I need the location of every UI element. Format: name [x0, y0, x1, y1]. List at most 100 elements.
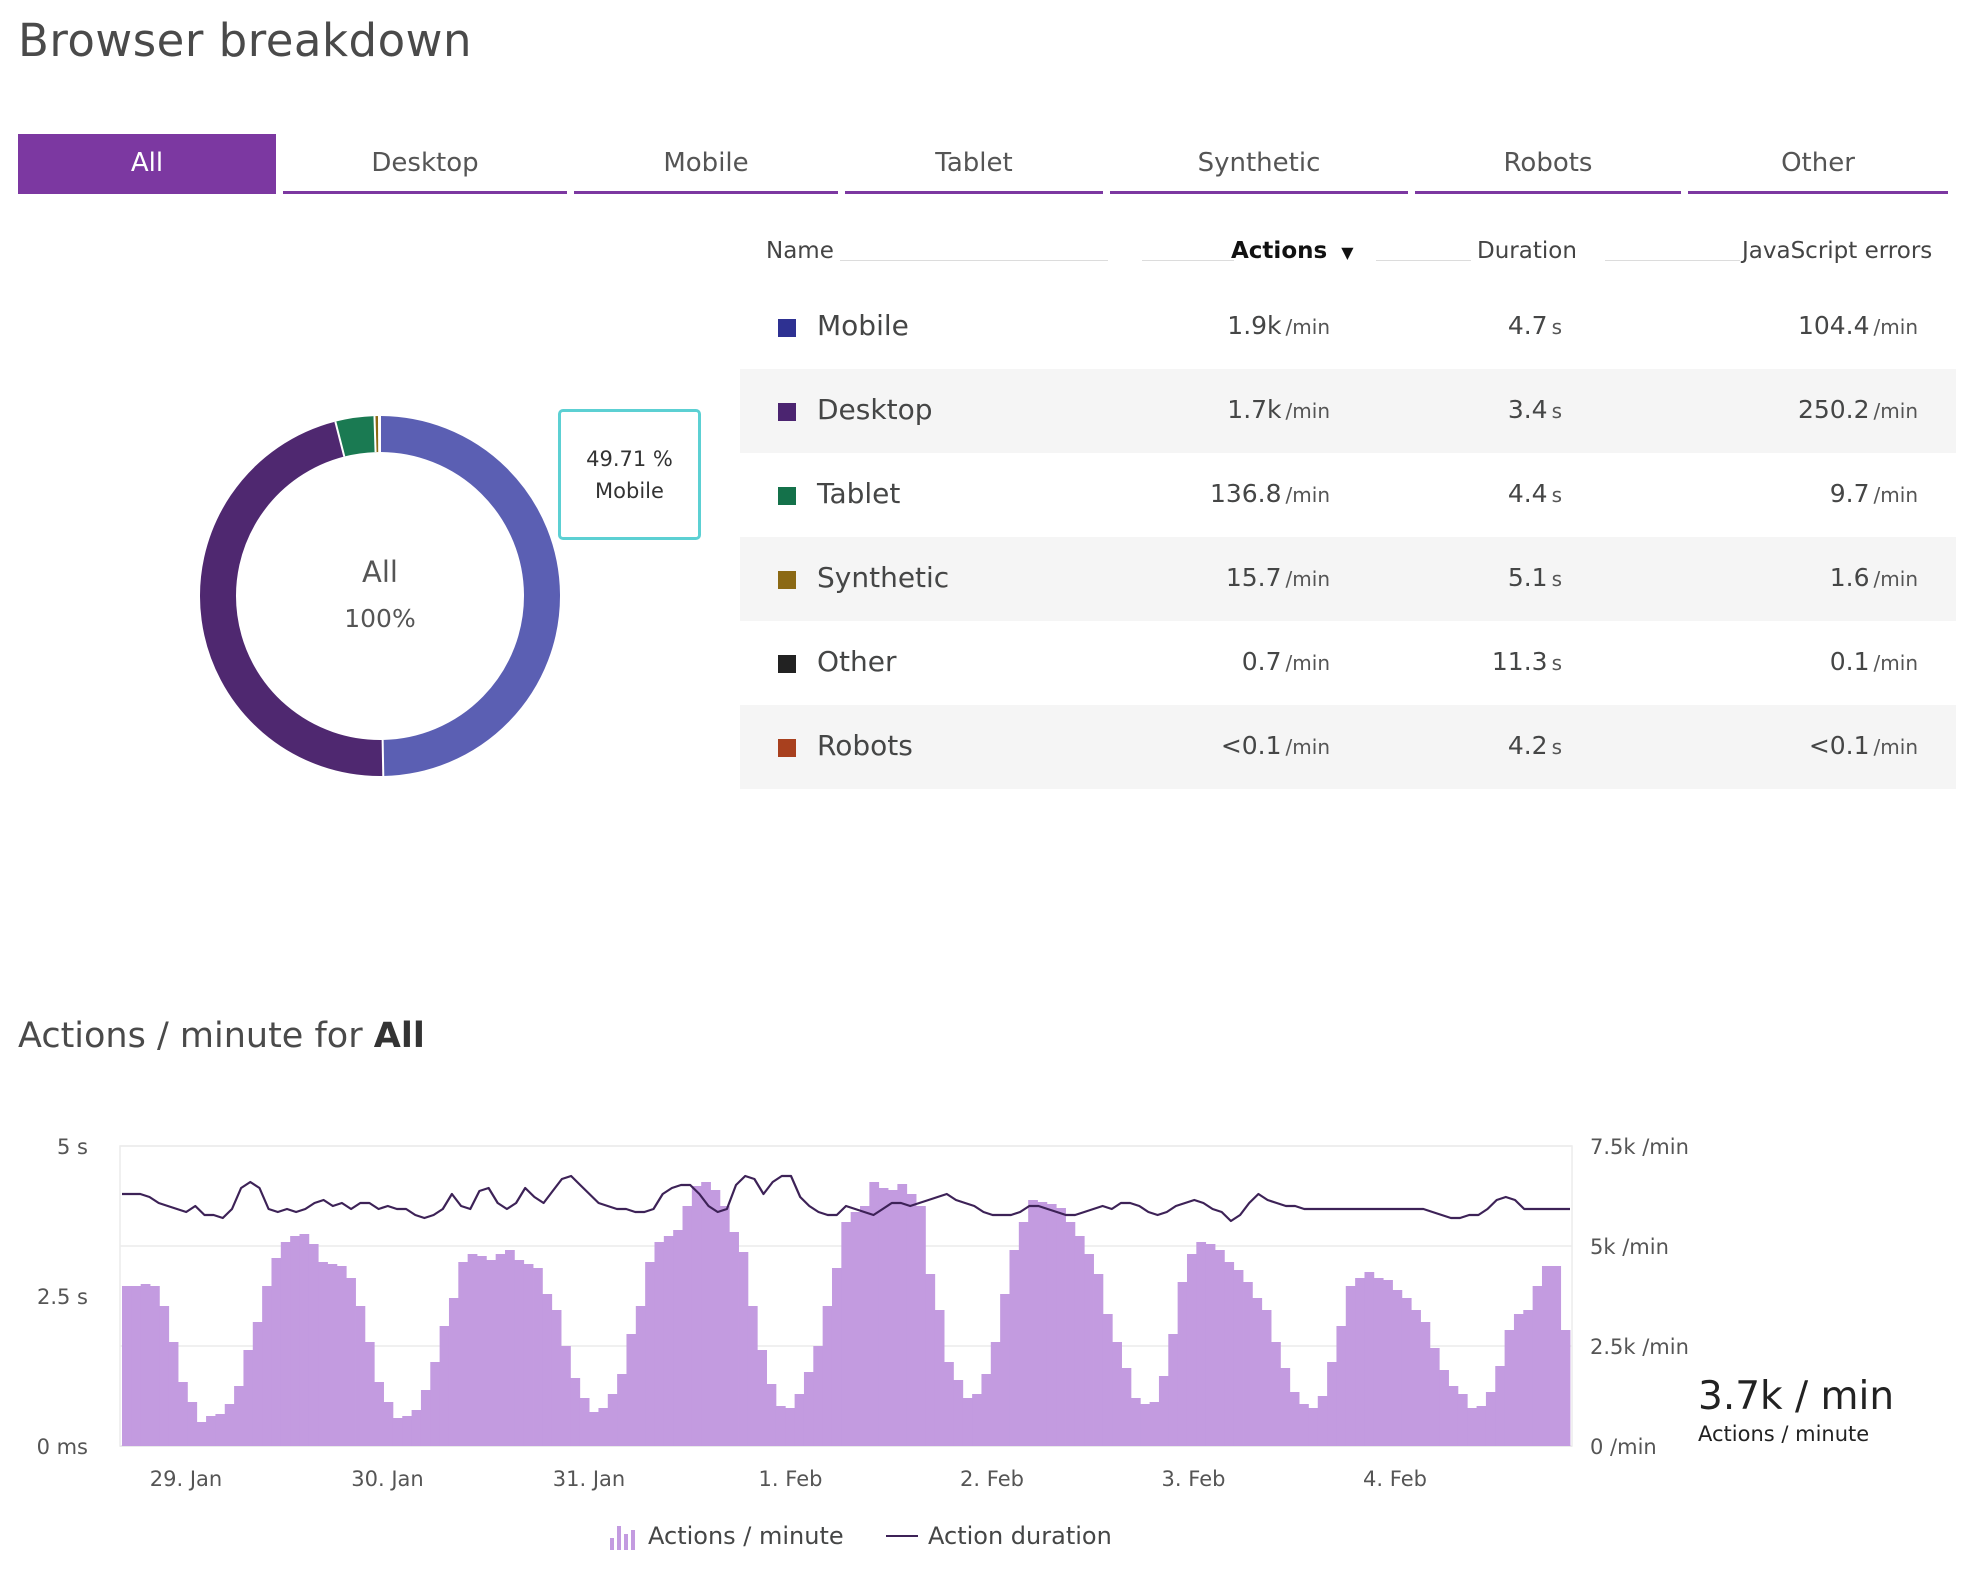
- chart-bar[interactable]: [990, 1342, 1001, 1446]
- chart-bar[interactable]: [719, 1206, 730, 1446]
- chart-bar[interactable]: [561, 1346, 571, 1446]
- chart-bar[interactable]: [888, 1190, 898, 1446]
- chart-bar[interactable]: [1495, 1366, 1506, 1446]
- chart-bar[interactable]: [1504, 1330, 1515, 1446]
- chart-bar[interactable]: [962, 1398, 973, 1446]
- chart-bar[interactable]: [691, 1186, 702, 1446]
- chart-bar[interactable]: [841, 1222, 852, 1446]
- chart-bar[interactable]: [747, 1306, 758, 1446]
- chart-bar[interactable]: [392, 1418, 403, 1446]
- chart-bar[interactable]: [140, 1284, 151, 1446]
- chart-bar[interactable]: [430, 1362, 441, 1446]
- chart-bar[interactable]: [916, 1206, 926, 1446]
- duration-line[interactable]: [122, 1174, 1570, 1223]
- actions-timeseries-chart[interactable]: 0 ms 2.5 s 5 s 0 /min 2.5k /min 5k /min 7.5k /…: [0, 1120, 1966, 1500]
- chart-bar[interactable]: [1373, 1278, 1384, 1446]
- chart-bar[interactable]: [1327, 1362, 1337, 1446]
- chart-bar[interactable]: [476, 1256, 487, 1446]
- chart-bar[interactable]: [1224, 1262, 1235, 1446]
- chart-bar[interactable]: [981, 1374, 992, 1446]
- donut-slice-tablet[interactable]: [335, 416, 377, 457]
- chart-bar[interactable]: [1037, 1202, 1048, 1446]
- chart-bar[interactable]: [1401, 1298, 1412, 1446]
- chart-bar[interactable]: [1205, 1244, 1216, 1446]
- chart-bar[interactable]: [505, 1250, 515, 1446]
- chart-bar[interactable]: [1271, 1342, 1281, 1446]
- chart-bar[interactable]: [1280, 1368, 1291, 1446]
- chart-bar[interactable]: [850, 1212, 861, 1446]
- column-header-js-errors[interactable]: JavaScript errors: [1742, 238, 1933, 264]
- chart-bar[interactable]: [1186, 1254, 1197, 1446]
- chart-bar[interactable]: [682, 1206, 693, 1446]
- chart-bar[interactable]: [1355, 1278, 1365, 1446]
- chart-bar[interactable]: [785, 1408, 796, 1446]
- chart-bar[interactable]: [318, 1262, 328, 1446]
- chart-bar[interactable]: [579, 1398, 590, 1446]
- chart-bar[interactable]: [1308, 1408, 1319, 1446]
- tab-synthetic[interactable]: Synthetic: [1110, 134, 1408, 194]
- chart-bar[interactable]: [598, 1408, 609, 1446]
- chart-bar[interactable]: [420, 1390, 431, 1446]
- tab-other[interactable]: Other: [1688, 134, 1948, 194]
- chart-bar[interactable]: [1261, 1310, 1272, 1446]
- donut-slice-mobile[interactable]: [379, 416, 560, 776]
- donut-slice-desktop[interactable]: [200, 421, 384, 776]
- chart-bar[interactable]: [794, 1394, 805, 1446]
- chart-bar[interactable]: [1158, 1376, 1169, 1446]
- chart-bar[interactable]: [673, 1230, 683, 1446]
- chart-bar[interactable]: [514, 1260, 525, 1446]
- chart-bar[interactable]: [766, 1384, 777, 1446]
- chart-bar[interactable]: [738, 1252, 749, 1446]
- chart-bar[interactable]: [906, 1194, 917, 1446]
- chart-bar[interactable]: [757, 1350, 767, 1446]
- table-row[interactable]: Tablet 136.8/min 4.4 s 9.7/min: [740, 453, 1956, 537]
- chart-bar[interactable]: [1000, 1294, 1010, 1446]
- chart-bar[interactable]: [355, 1306, 366, 1446]
- chart-bar[interactable]: [1140, 1404, 1151, 1446]
- chart-bar[interactable]: [234, 1386, 244, 1446]
- chart-bar[interactable]: [1093, 1274, 1104, 1446]
- chart-bar[interactable]: [1084, 1254, 1094, 1446]
- chart-bar[interactable]: [1074, 1236, 1085, 1446]
- chart-bar[interactable]: [869, 1182, 880, 1446]
- chart-bar[interactable]: [1429, 1348, 1440, 1446]
- tab-tablet[interactable]: Tablet: [845, 134, 1103, 194]
- chart-bar[interactable]: [953, 1380, 964, 1446]
- chart-bar[interactable]: [308, 1244, 319, 1446]
- chart-bar[interactable]: [178, 1382, 188, 1446]
- chart-bar[interactable]: [1364, 1272, 1375, 1446]
- tab-mobile[interactable]: Mobile: [574, 134, 838, 194]
- chart-bar[interactable]: [1233, 1270, 1244, 1446]
- chart-bar[interactable]: [1532, 1286, 1543, 1446]
- chart-bar[interactable]: [1065, 1222, 1076, 1446]
- chart-bar[interactable]: [1420, 1322, 1431, 1446]
- chart-bar[interactable]: [1513, 1314, 1524, 1446]
- chart-bar[interactable]: [589, 1412, 599, 1446]
- chart-bar[interactable]: [374, 1382, 384, 1446]
- chart-bar[interactable]: [1112, 1342, 1122, 1446]
- chart-bar[interactable]: [467, 1254, 478, 1446]
- chart-bar[interactable]: [159, 1306, 170, 1446]
- chart-bar[interactable]: [206, 1416, 216, 1446]
- chart-bar[interactable]: [626, 1334, 637, 1446]
- chart-bar[interactable]: [364, 1342, 375, 1446]
- column-header-name[interactable]: Name: [766, 238, 834, 264]
- table-row[interactable]: Desktop 1.7k/min 3.4 s 250.2/min: [740, 369, 1956, 453]
- chart-bar[interactable]: [383, 1402, 394, 1446]
- chart-bar[interactable]: [1177, 1282, 1188, 1446]
- chart-bar[interactable]: [1102, 1314, 1113, 1446]
- chart-bar[interactable]: [168, 1342, 179, 1446]
- chart-bar[interactable]: [224, 1404, 235, 1446]
- chart-bar[interactable]: [1336, 1326, 1347, 1446]
- chart-bar[interactable]: [533, 1268, 543, 1446]
- chart-bar[interactable]: [654, 1242, 665, 1446]
- chart-bar[interactable]: [822, 1306, 833, 1446]
- table-row[interactable]: Robots <0.1/min 4.2 s <0.1/min: [740, 705, 1956, 789]
- chart-bar[interactable]: [1467, 1408, 1477, 1446]
- table-row[interactable]: Other 0.7/min 11.3 s 0.1/min: [740, 621, 1956, 705]
- legend-item-actions[interactable]: Actions / minute: [608, 1522, 844, 1550]
- chart-bar[interactable]: [1168, 1334, 1179, 1446]
- chart-bar[interactable]: [710, 1190, 721, 1446]
- chart-bar[interactable]: [271, 1258, 282, 1446]
- chart-bar[interactable]: [1018, 1222, 1029, 1446]
